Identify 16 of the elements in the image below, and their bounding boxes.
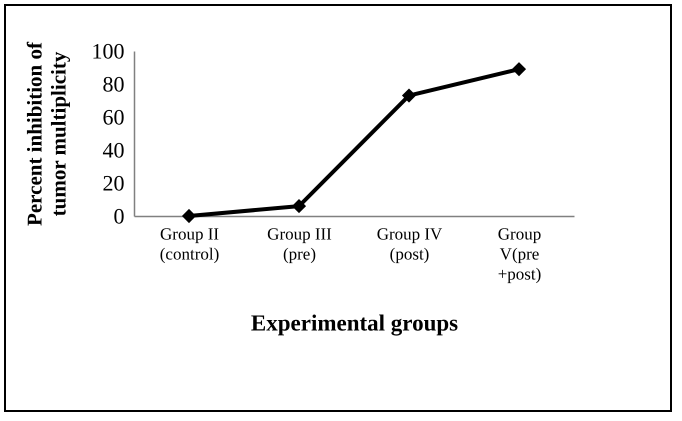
x-tick-label: Group V(pre +post): [498, 224, 542, 284]
point: [402, 88, 416, 103]
y-tick-label: 40: [102, 138, 124, 162]
y-tick-label: 80: [102, 72, 124, 96]
y-tick-label: 100: [92, 38, 124, 64]
y-tick-label: 20: [102, 170, 124, 196]
point: [512, 62, 526, 76]
y-axis-title: Percent inhibition of tumor multiplicity: [22, 41, 70, 226]
x-tick-label: Group IV (post): [376, 224, 444, 264]
x-tick-label: Group II (control): [160, 224, 220, 264]
point: [182, 208, 196, 224]
x-axis-title: Experimental groups: [250, 310, 458, 336]
y-tick-label: 60: [102, 104, 124, 130]
point: [292, 199, 306, 214]
x-tick-label: Group III (pre): [267, 224, 332, 264]
y-tick-label: 0: [114, 204, 124, 228]
